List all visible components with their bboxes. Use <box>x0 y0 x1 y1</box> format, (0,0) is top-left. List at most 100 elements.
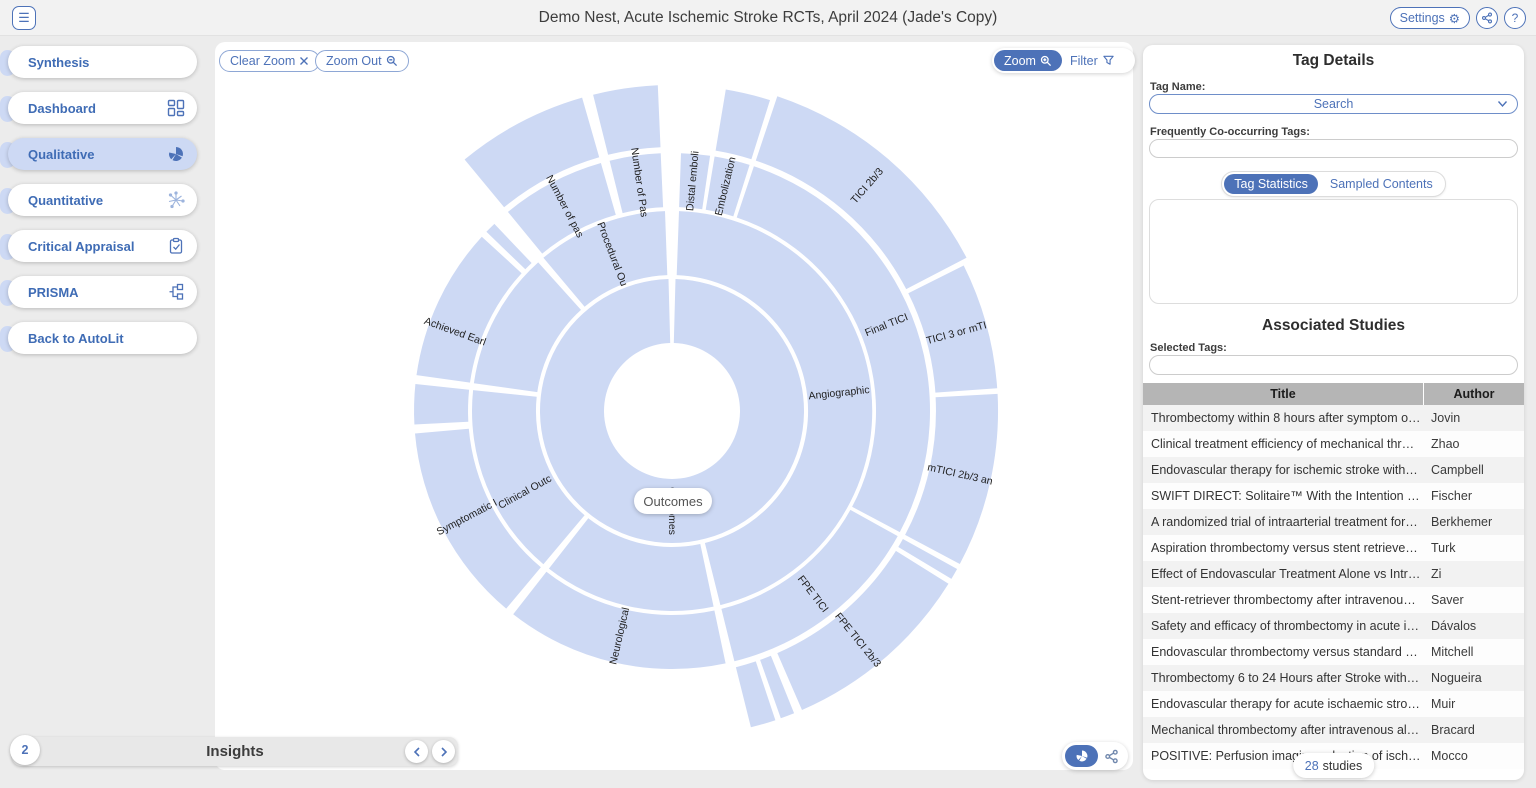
sunburst-segment[interactable] <box>777 550 949 710</box>
sunburst-segment[interactable] <box>416 236 522 383</box>
study-author-cell: Dávalos <box>1431 619 1477 633</box>
sidebar-item-qualitative[interactable]: Qualitative <box>8 138 197 170</box>
study-title-cell: Clinical treatment efficiency of mechani… <box>1151 437 1415 451</box>
clear-zoom-button[interactable]: Clear Zoom <box>219 50 321 72</box>
sunburst-segment[interactable] <box>507 163 616 254</box>
sidebar-item-back-to-autolit[interactable]: Back to AutoLit <box>8 322 197 354</box>
cooccurring-tags-label: Frequently Co-occurring Tags: <box>1150 126 1310 138</box>
selected-tags-input[interactable] <box>1149 355 1518 375</box>
viz-actions-pill <box>1062 742 1128 770</box>
column-header-title[interactable]: Title <box>1143 383 1423 405</box>
sunburst-segment[interactable] <box>548 518 714 611</box>
tag-tabs: Tag Statistics Sampled Contents <box>1221 171 1446 197</box>
sunburst-segment[interactable] <box>905 393 999 564</box>
column-header-author[interactable]: Author <box>1424 383 1524 405</box>
sunburst-segment[interactable] <box>755 96 967 290</box>
table-row[interactable]: Aspiration thrombectomy versus stent ret… <box>1143 535 1524 561</box>
table-row[interactable]: Thrombectomy within 8 hours after sympto… <box>1143 405 1524 431</box>
insights-title: Insights <box>206 743 264 760</box>
table-row[interactable]: Effect of Endovascular Treatment Alone v… <box>1143 561 1524 587</box>
sunburst-segment[interactable] <box>679 153 711 210</box>
study-title-cell: POSITIVE: Perfusion imaging selection of… <box>1151 749 1421 763</box>
sunburst-segment[interactable] <box>735 661 776 728</box>
table-row[interactable]: Endovascular therapy for ischemic stroke… <box>1143 457 1524 483</box>
sidebar-item-synthesis[interactable]: Synthesis <box>8 46 197 78</box>
settings-label: Settings <box>1399 11 1445 25</box>
zoom-mode-button[interactable]: Zoom <box>994 50 1062 71</box>
study-author-cell: Zi <box>1431 567 1442 581</box>
sunburst-chart[interactable]: OutcomesAngiographicClinical OutcProcedu… <box>215 42 1133 770</box>
help-button[interactable]: ? <box>1504 7 1526 29</box>
filter-label: Filter <box>1069 53 1098 68</box>
study-title-cell: Aspiration thrombectomy versus stent ret… <box>1151 541 1418 555</box>
sunburst-segment[interactable] <box>676 211 873 606</box>
study-author-cell: Campbell <box>1431 463 1484 477</box>
sidebar-item-label: Back to AutoLit <box>28 330 124 346</box>
sunburst-segment[interactable] <box>908 265 998 393</box>
study-author-cell: Saver <box>1431 593 1464 607</box>
study-title-cell: Effect of Endovascular Treatment Alone v… <box>1151 567 1421 581</box>
clear-zoom-label: Clear Zoom <box>230 54 296 68</box>
table-row[interactable]: Clinical treatment efficiency of mechani… <box>1143 431 1524 457</box>
sunburst-segment[interactable] <box>898 539 958 579</box>
study-author-cell: Nogueira <box>1431 671 1482 685</box>
sunburst-segment[interactable] <box>415 428 541 609</box>
sunburst-segment[interactable] <box>473 262 581 393</box>
clipboard-check-icon <box>167 237 185 255</box>
table-row[interactable]: Thrombectomy 6 to 24 Hours after Stroke … <box>1143 665 1524 691</box>
zoom-out-button[interactable]: Zoom Out <box>315 50 409 72</box>
flowchart-icon <box>167 283 185 301</box>
tab-sampled-contents[interactable]: Sampled Contents <box>1329 177 1433 191</box>
sunburst-segment[interactable] <box>721 509 898 662</box>
sunburst-icon <box>167 145 185 163</box>
table-row[interactable]: Endovascular thrombectomy versus standar… <box>1143 639 1524 665</box>
studies-table-header: Title Author <box>1143 383 1524 405</box>
sidebar-item-quantitative[interactable]: Quantitative <box>8 184 197 216</box>
table-row[interactable]: SWIFT DIRECT: Solitaire™ With the Intent… <box>1143 483 1524 509</box>
sunburst-segment[interactable] <box>464 97 600 208</box>
sunburst-segment[interactable] <box>414 384 470 425</box>
close-icon <box>300 57 309 65</box>
zoom-out-label: Zoom Out <box>326 54 382 68</box>
settings-button[interactable]: Settings ⚙ <box>1389 7 1470 29</box>
sunburst-segment[interactable] <box>736 166 931 533</box>
sunburst-segment[interactable] <box>705 156 750 217</box>
cooccurring-tags-input[interactable] <box>1149 139 1518 158</box>
study-title-cell: Endovascular thrombectomy versus standar… <box>1151 645 1418 659</box>
sidebar-item-critical-appraisal[interactable]: Critical Appraisal <box>8 230 197 262</box>
sunburst-center-tooltip: Outcomes <box>634 488 712 514</box>
insights-next-button[interactable] <box>432 740 455 763</box>
table-row[interactable]: Mechanical thrombectomy after intravenou… <box>1143 717 1524 743</box>
tag-name-label: Tag Name: <box>1150 81 1206 93</box>
tab-tag-statistics[interactable]: Tag Statistics <box>1224 174 1318 194</box>
filter-button[interactable]: Filter <box>1070 54 1123 68</box>
dashboard-grid-icon <box>167 99 185 117</box>
tag-details-title: Tag Details <box>1292 52 1375 69</box>
study-author-cell: Bracard <box>1431 723 1475 737</box>
tag-name-select[interactable]: Search <box>1149 94 1518 114</box>
page-title: Demo Nest, Acute Ischemic Stroke RCTs, A… <box>538 9 998 26</box>
sunburst-segment[interactable] <box>593 85 661 155</box>
sunburst-segment[interactable] <box>543 211 668 307</box>
study-author-cell: Jovin <box>1431 411 1461 425</box>
share-chart-icon[interactable] <box>1104 749 1119 764</box>
sunburst-segment[interactable] <box>513 571 726 670</box>
sidebar-item-dashboard[interactable]: Dashboard <box>8 92 197 124</box>
table-row[interactable]: Safety and efficacy of thrombectomy in a… <box>1143 613 1524 639</box>
sunburst-segment[interactable] <box>486 223 532 270</box>
sunburst-segment[interactable] <box>760 655 795 719</box>
share-button[interactable] <box>1476 7 1498 29</box>
sidebar-item-prisma[interactable]: PRISMA <box>8 276 197 308</box>
table-row[interactable]: Stent-retriever thrombectomy after intra… <box>1143 587 1524 613</box>
insights-prev-button[interactable] <box>405 740 428 763</box>
table-row[interactable]: A randomized trial of intraarterial trea… <box>1143 509 1524 535</box>
sunburst-segment[interactable] <box>609 153 664 214</box>
hamburger-menu-button[interactable]: ☰ <box>12 6 36 30</box>
sunburst-segment[interactable] <box>715 89 770 160</box>
table-row[interactable]: Endovascular therapy for acute ischaemic… <box>1143 691 1524 717</box>
sunburst-segment[interactable] <box>540 279 804 543</box>
sunburst-segment[interactable] <box>472 390 585 565</box>
sunburst-view-button[interactable] <box>1065 745 1098 767</box>
tag-name-select-placeholder: Search <box>1313 97 1354 111</box>
